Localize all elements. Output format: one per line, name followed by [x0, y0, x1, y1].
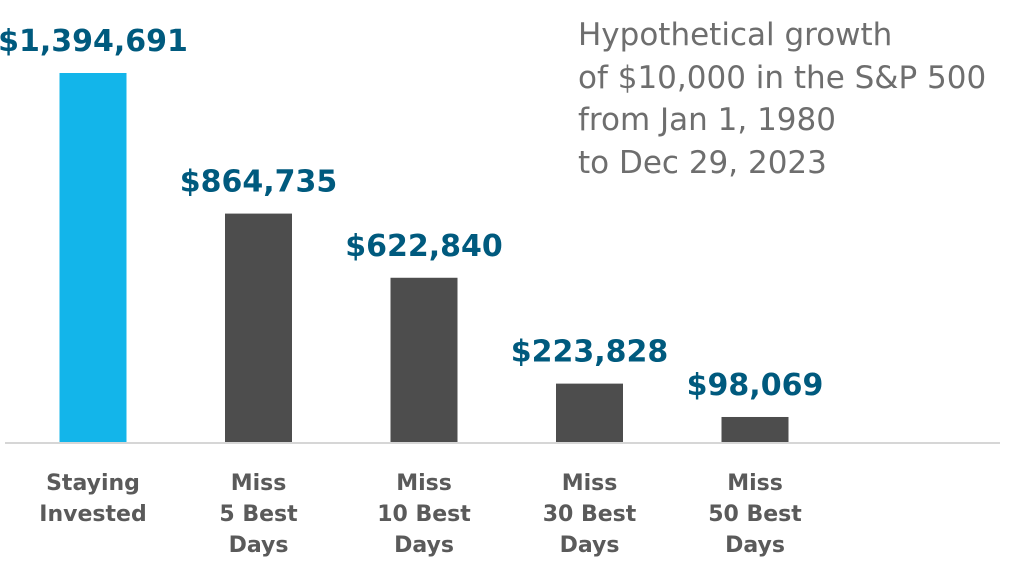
category-label-line: Days [394, 533, 454, 558]
category-label-line: Days [229, 533, 289, 558]
bar-3 [390, 277, 458, 443]
value-label-3: $622,840 [345, 229, 503, 264]
bars-layer [59, 73, 789, 443]
category-label-line: 30 Best [543, 502, 637, 527]
category-label-line: Miss [727, 471, 783, 496]
category-label-line: Days [725, 533, 785, 558]
category-label-5: Miss 50 Best Days [708, 471, 802, 558]
chart-subtitle: Hypothetical growth of $10,000 in the S&… [578, 14, 1018, 184]
category-label-line: Invested [39, 502, 146, 527]
category-label-line: 5 Best [219, 502, 298, 527]
category-label-line: Miss [562, 471, 618, 496]
category-label-1: Staying Invested [39, 471, 146, 527]
value-label-1: $1,394,691 [0, 24, 188, 59]
category-label-line: 10 Best [377, 502, 471, 527]
subtitle-line-3: from Jan 1, 1980 [578, 102, 836, 138]
category-label-2: Miss 5 Best Days [219, 471, 298, 558]
category-label-line: 50 Best [708, 502, 802, 527]
bar-2 [225, 213, 292, 443]
value-label-5: $98,069 [687, 368, 824, 403]
subtitle-line-2: of $10,000 in the S&P 500 [578, 59, 987, 96]
category-label-3: Miss 10 Best Days [377, 471, 471, 558]
subtitle-line-4: to Dec 29, 2023 [578, 144, 827, 181]
value-label-4: $223,828 [511, 335, 669, 370]
category-label-line: Days [560, 533, 620, 558]
value-label-2: $864,735 [180, 165, 338, 200]
bar-4 [556, 383, 623, 443]
category-label-4: Miss 30 Best Days [543, 471, 637, 558]
category-label-line: Miss [396, 471, 452, 496]
category-label-line: Staying [46, 471, 140, 496]
subtitle-line-1: Hypothetical growth [578, 17, 893, 53]
bar-1 [59, 73, 127, 443]
labels-layer: $1,394,691 Staying Invested $864,735 Miss 5 B… [0, 24, 823, 558]
category-label-line: Miss [231, 471, 287, 496]
bar-5 [721, 416, 789, 443]
